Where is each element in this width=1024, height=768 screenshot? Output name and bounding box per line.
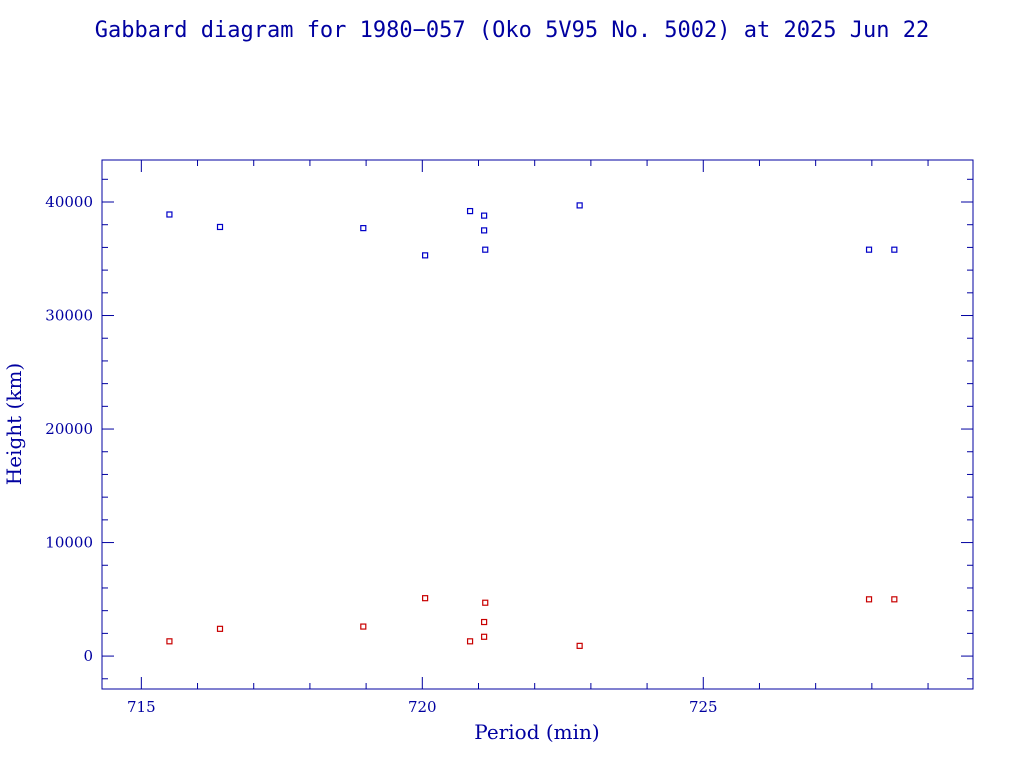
- chart-title: Gabbard diagram for 1980−057 (Oko 5V95 N…: [95, 18, 929, 43]
- apogee-point: [166, 211, 173, 218]
- apogee-point: [422, 252, 429, 259]
- apogee-point: [891, 246, 898, 253]
- perigee-point: [422, 595, 429, 602]
- apogee-point: [865, 246, 873, 253]
- perigee-point: [481, 633, 488, 640]
- apogee-point: [216, 223, 224, 231]
- apogee-point: [576, 202, 583, 209]
- x-tick-label: 725: [689, 698, 718, 716]
- plot-frame: [101, 159, 974, 690]
- x-tick-label: 720: [408, 698, 437, 716]
- perigee-point: [466, 638, 474, 645]
- perigee-point: [166, 638, 173, 645]
- tick-labels: 715 720 725 0 10000 20000 30000 40000: [45, 193, 717, 716]
- perigee-point: [891, 596, 898, 603]
- x-tick-label: 715: [127, 698, 156, 716]
- perigee-point: [865, 596, 873, 603]
- apogee-point: [481, 227, 488, 234]
- y-tick-label: 0: [83, 647, 93, 665]
- y-tick-label: 10000: [45, 534, 93, 552]
- apogee-point: [466, 207, 474, 215]
- y-tick-label: 30000: [45, 307, 93, 325]
- y-tick-label: 40000: [45, 193, 93, 211]
- apogee-point: [360, 225, 367, 232]
- perigee-point: [216, 625, 224, 632]
- perigee-point: [481, 618, 488, 626]
- apogee-point: [481, 212, 488, 219]
- perigee-point: [360, 623, 367, 630]
- perigee-point: [482, 599, 489, 606]
- x-axis-label: Period (min): [474, 720, 599, 744]
- y-axis-label: Height (km): [2, 363, 26, 485]
- apogee-point: [482, 246, 489, 253]
- y-tick-label: 20000: [45, 420, 93, 438]
- data-points: [166, 202, 898, 649]
- axis-ticks: [102, 160, 973, 689]
- perigee-point: [576, 642, 583, 649]
